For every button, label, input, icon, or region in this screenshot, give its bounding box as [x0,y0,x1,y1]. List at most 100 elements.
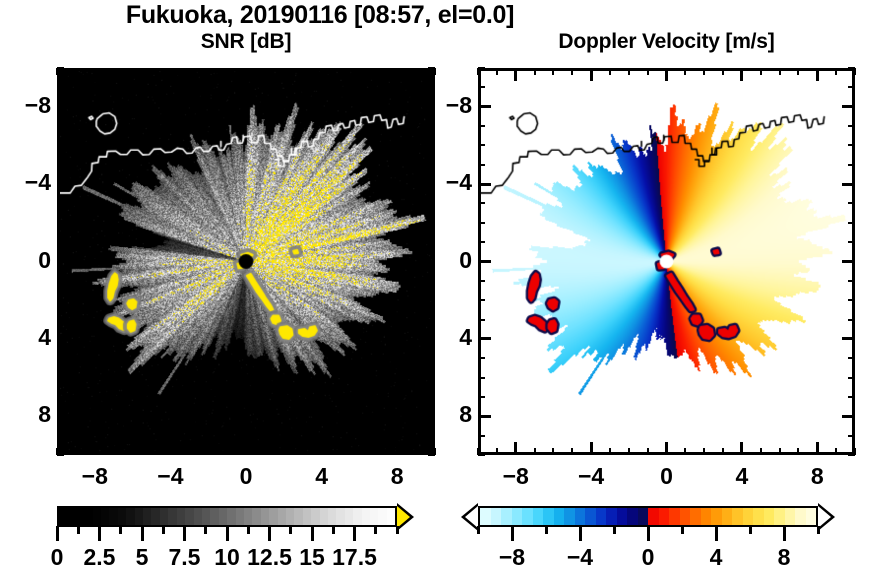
velocity-colorbar[interactable] [478,506,818,527]
tick-y-vel [848,241,855,244]
colorbar-segment [616,508,627,525]
tick-y-vel [478,86,485,89]
colorbar-segment [511,508,522,525]
tick-x-snr [226,68,229,75]
tick-x-snr [301,448,304,455]
tick-y-snr [57,105,70,109]
colorbar-tick [680,526,684,534]
tick-x-snr [434,448,436,455]
colorbar-segment [344,508,354,525]
colorbar-tick [510,526,514,541]
colorbar-segment [774,508,785,525]
tick-y-vel [842,260,855,263]
tick-y-snr [57,221,64,224]
tick-x-vel [571,68,574,75]
tick-x-vel [608,68,611,75]
tick-y-snr [57,86,64,89]
colorbar-tick [646,526,650,541]
colorbar-tick [268,526,271,541]
tick-y-vel [848,86,855,89]
tick-y-vel [478,279,485,282]
tick-x-snr [415,68,418,75]
tick-x-vel [627,68,630,75]
tick-x-snr [112,448,115,455]
colorbar-segment [805,508,816,525]
velocity-plot-area[interactable] [478,68,855,455]
colorbar-segment [201,508,211,525]
colorbar-tick [310,526,314,541]
xtick-label-vel: 4 [735,463,749,489]
tick-x-snr [207,448,210,455]
tick-y-snr [57,395,64,398]
colorbar-tick [246,526,250,534]
tick-x-snr [244,442,248,455]
tick-y-snr [57,163,64,166]
tick-x-snr [188,68,191,75]
colorbar-tick-label: 5 [135,544,149,570]
tick-y-vel [848,376,855,379]
tick-y-snr [428,163,435,166]
tick-x-snr [74,448,77,455]
colorbar-tick [98,526,101,541]
colorbar-tick-label: 17.5 [332,544,377,570]
tick-y-snr [422,414,435,418]
tick-y-vel [848,279,855,282]
tick-x-vel [533,68,536,75]
tick-y-snr [422,105,435,109]
xtick-label-snr: 4 [315,463,328,489]
tick-x-vel [627,448,630,455]
colorbar-tick [119,526,123,534]
colorbar-tick [204,526,208,534]
tick-y-snr [57,434,64,437]
colorbar-segment [595,508,606,525]
snr-colorbar[interactable] [57,506,397,527]
tick-x-snr [74,68,77,75]
colorbar-segment [75,508,85,525]
tick-y-snr [428,67,435,69]
colorbar-segment [753,508,764,525]
ytick-label-vel: 0 [459,246,472,273]
colorbar-segment [564,508,575,525]
colorbar-over-arrow [397,505,410,528]
xtick-label-vel: −8 [502,463,529,489]
colorbar-tick [331,526,335,534]
snr-plot-area[interactable] [57,68,435,455]
panel-title-snr: SNR [dB] [200,30,292,53]
tick-x-vel [552,448,555,455]
tick-x-vel [797,448,800,455]
tick-y-snr [57,125,64,128]
tick-x-vel [589,68,593,81]
tick-y-vel [478,395,485,398]
tick-x-vel [722,448,725,455]
tick-x-vel [477,68,479,75]
tick-x-vel [646,68,649,75]
tick-y-vel [842,105,855,109]
ytick-label-vel: −4 [445,169,472,196]
tick-x-snr [244,68,248,81]
colorbar-tick-label: 8 [777,544,791,570]
tick-x-snr [377,68,380,75]
colorbar-segment [732,508,743,525]
tick-y-vel [478,260,491,263]
colorbar-tick-label: 7.5 [168,544,201,570]
tick-y-snr [57,67,64,69]
tick-x-snr [320,442,324,455]
tick-x-snr [395,442,399,455]
ytick-label-snr: 4 [38,323,51,350]
colorbar-segment [168,508,177,525]
tick-x-snr [131,68,134,75]
tick-y-snr [57,279,64,282]
tick-y-vel [848,125,855,128]
colorbar-tick [714,526,718,541]
tick-x-snr [226,448,229,455]
tick-y-vel [478,125,485,128]
colorbar-segment [378,508,387,525]
colorbar-tick [374,526,378,534]
tick-y-snr [428,454,435,456]
tick-x-vel [740,442,744,455]
colorbar-segment [784,508,795,525]
colorbar-segment [386,508,396,525]
colorbar-segment [269,508,278,525]
tick-x-vel [571,448,574,455]
ytick-label-vel: 8 [459,401,472,428]
